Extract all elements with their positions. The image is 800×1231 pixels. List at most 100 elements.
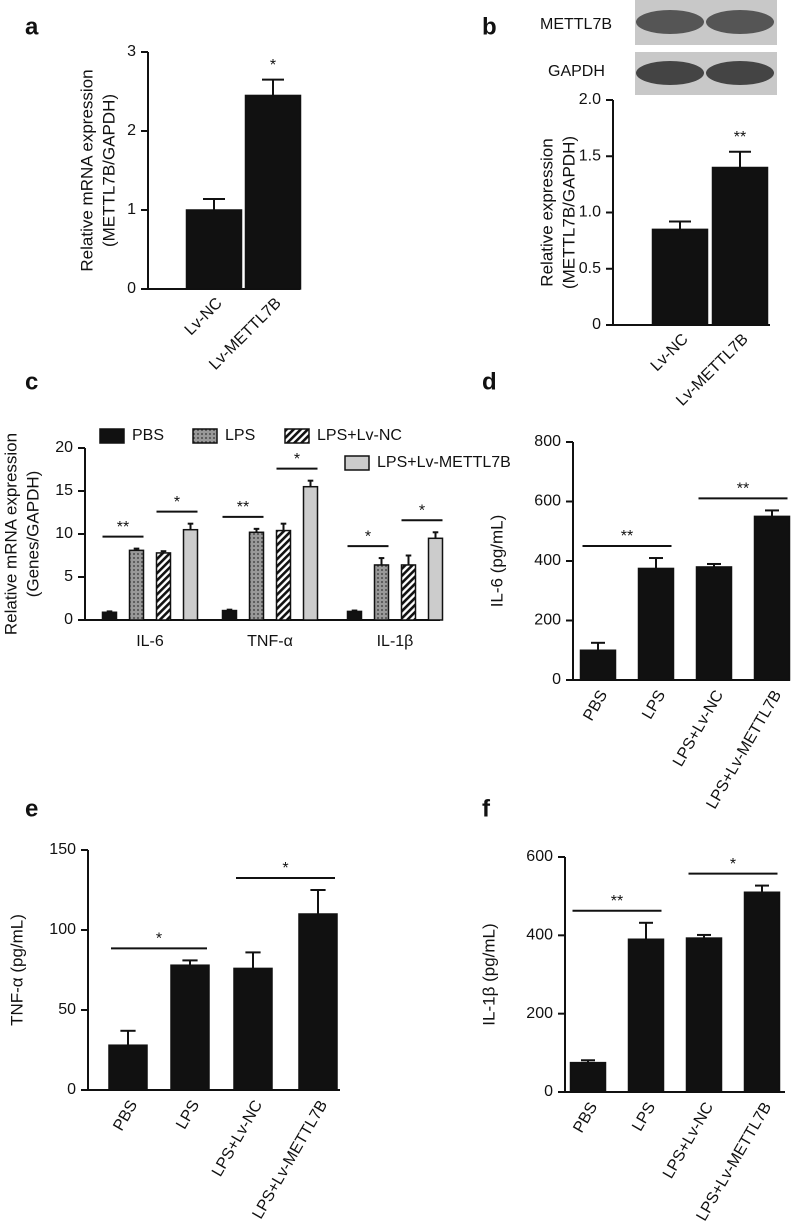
y-tick-label: 600 bbox=[534, 493, 561, 510]
bar bbox=[128, 549, 145, 621]
legend-swatch bbox=[344, 455, 370, 471]
error-bar bbox=[133, 547, 140, 551]
y-tick-label: 50 bbox=[58, 1001, 76, 1018]
x-tick-label: Lv-NC bbox=[182, 295, 226, 339]
bar bbox=[627, 938, 665, 1093]
panel-letter: b bbox=[482, 13, 497, 40]
y-tick-label: 150 bbox=[49, 841, 76, 858]
x-tick-label: LPS bbox=[639, 688, 669, 723]
bar bbox=[579, 649, 617, 681]
error-bar bbox=[187, 522, 194, 530]
y-tick-label: 0.5 bbox=[579, 260, 601, 277]
significance-label: * bbox=[282, 860, 288, 877]
y-axis-label: Relative expression bbox=[537, 138, 556, 286]
bar bbox=[743, 891, 781, 1093]
x-tick-label: LPS+Lv-NC bbox=[660, 1100, 717, 1182]
error-bar bbox=[729, 150, 751, 168]
y-tick-label: 1.0 bbox=[579, 204, 601, 221]
error-bar bbox=[755, 884, 769, 893]
bar bbox=[298, 913, 338, 1091]
y-tick-label: 0 bbox=[552, 671, 561, 688]
significance-label: ** bbox=[621, 528, 633, 545]
western-blot bbox=[635, 0, 777, 95]
y-tick-label: 2 bbox=[127, 122, 136, 139]
error-bar bbox=[581, 1059, 595, 1063]
bar bbox=[695, 566, 733, 681]
y-tick-label: 20 bbox=[55, 439, 73, 456]
significance-label: * bbox=[294, 451, 300, 468]
significance-label: * bbox=[174, 494, 180, 511]
panel-letter: e bbox=[25, 795, 38, 822]
legend-label: PBS bbox=[132, 427, 164, 444]
bar bbox=[221, 609, 238, 621]
error-bar bbox=[226, 608, 233, 611]
y-tick-label: 5 bbox=[64, 568, 73, 585]
bar bbox=[302, 485, 319, 621]
y-tick-label: 0 bbox=[544, 1083, 553, 1100]
x-tick-label: IL-1β bbox=[377, 633, 414, 650]
error-bar bbox=[307, 479, 314, 487]
error-bar bbox=[182, 959, 198, 966]
x-tick-label: Lv-NC bbox=[648, 331, 692, 375]
significance-label: ** bbox=[117, 519, 129, 536]
y-tick-label: 0 bbox=[127, 280, 136, 297]
significance-label: ** bbox=[734, 129, 746, 146]
error-bar bbox=[649, 557, 663, 569]
error-bar bbox=[120, 1029, 136, 1046]
error-bar bbox=[378, 557, 385, 565]
y-tick-label: 10 bbox=[55, 525, 73, 542]
x-tick-label: IL-6 bbox=[136, 633, 164, 650]
significance-label: * bbox=[419, 502, 425, 519]
panel-letter: f bbox=[482, 795, 491, 822]
legend-swatch bbox=[284, 428, 310, 444]
bar bbox=[651, 228, 709, 326]
bar bbox=[101, 611, 118, 621]
y-axis-label: Relative mRNA expression bbox=[1, 433, 20, 635]
error-bar bbox=[203, 197, 225, 210]
x-tick-label: PBS bbox=[580, 688, 611, 724]
bar bbox=[248, 531, 265, 621]
y-tick-label: 1.5 bbox=[579, 147, 601, 164]
legend-swatch bbox=[192, 428, 218, 444]
significance-label: * bbox=[365, 528, 371, 545]
error-bar bbox=[707, 562, 721, 567]
error-bar bbox=[697, 933, 711, 939]
y-axis-label: IL-6 (pg/mL) bbox=[487, 515, 506, 608]
bar bbox=[569, 1061, 607, 1093]
bar bbox=[346, 610, 363, 621]
significance-label: ** bbox=[737, 481, 749, 498]
x-tick-label: LPS bbox=[173, 1098, 203, 1133]
y-tick-label: 800 bbox=[534, 433, 561, 450]
error-bar bbox=[106, 610, 113, 613]
blot-label: METTL7B bbox=[540, 16, 612, 33]
y-axis-label: (Genes/GAPDH) bbox=[23, 471, 42, 598]
panel-letter: d bbox=[482, 368, 497, 395]
significance-label: ** bbox=[237, 499, 249, 516]
error-bar bbox=[765, 509, 779, 517]
error-bar bbox=[351, 609, 358, 612]
panel-letter: a bbox=[25, 13, 39, 40]
legend-label: LPS bbox=[225, 427, 255, 444]
y-tick-label: 400 bbox=[534, 552, 561, 569]
bar bbox=[685, 937, 723, 1093]
legend-swatch bbox=[99, 428, 125, 444]
x-tick-label: LPS+Lv-NC bbox=[209, 1098, 266, 1180]
bar bbox=[155, 552, 172, 621]
y-axis-label: Relative mRNA expression bbox=[77, 69, 96, 271]
error-bar bbox=[160, 550, 167, 553]
bar bbox=[244, 94, 302, 290]
blot-label: GAPDH bbox=[548, 63, 605, 80]
error-bar bbox=[591, 641, 605, 651]
y-tick-label: 600 bbox=[526, 848, 553, 865]
y-axis-label: (METTL7B/GAPDH) bbox=[99, 94, 118, 247]
error-bar bbox=[245, 951, 261, 969]
y-tick-label: 0 bbox=[67, 1081, 76, 1098]
y-tick-label: 1 bbox=[127, 201, 136, 218]
error-bar bbox=[639, 921, 653, 940]
bar bbox=[711, 166, 769, 326]
x-tick-label: LPS+Lv-METTL7B bbox=[249, 1098, 331, 1222]
bar bbox=[170, 964, 210, 1091]
bar bbox=[373, 564, 390, 621]
bar bbox=[185, 209, 243, 290]
